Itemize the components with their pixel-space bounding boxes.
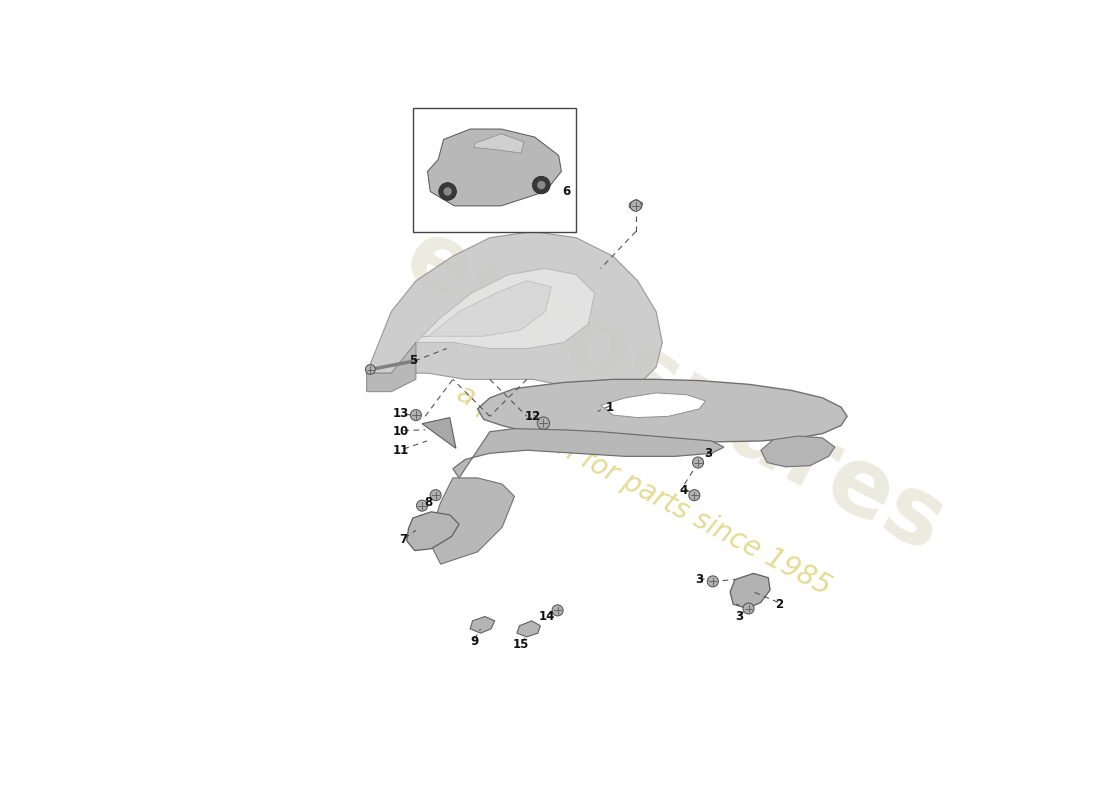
- Circle shape: [630, 200, 641, 211]
- Text: 15: 15: [513, 638, 529, 650]
- Text: 8: 8: [425, 496, 432, 509]
- Circle shape: [443, 187, 452, 196]
- Circle shape: [693, 457, 704, 468]
- Polygon shape: [407, 512, 459, 550]
- Polygon shape: [428, 478, 515, 564]
- Circle shape: [417, 500, 428, 511]
- Circle shape: [537, 417, 550, 430]
- Text: 7: 7: [399, 533, 408, 546]
- Text: 6: 6: [563, 185, 571, 198]
- Circle shape: [707, 576, 718, 587]
- Circle shape: [410, 410, 421, 421]
- Text: 3: 3: [735, 610, 744, 623]
- Text: eurospares: eurospares: [389, 211, 960, 573]
- Polygon shape: [730, 574, 770, 609]
- Circle shape: [742, 603, 755, 614]
- Text: 10: 10: [393, 426, 408, 438]
- Polygon shape: [477, 379, 847, 442]
- Text: 1: 1: [606, 401, 614, 414]
- Text: 13: 13: [393, 406, 408, 420]
- Polygon shape: [366, 342, 416, 392]
- Polygon shape: [422, 281, 551, 336]
- Polygon shape: [761, 436, 835, 467]
- Circle shape: [689, 490, 700, 501]
- Polygon shape: [366, 231, 662, 392]
- Bar: [412, 108, 576, 231]
- Polygon shape: [588, 379, 662, 454]
- Text: 12: 12: [525, 410, 541, 423]
- Circle shape: [552, 605, 563, 616]
- Text: 2: 2: [776, 598, 783, 610]
- Polygon shape: [470, 617, 495, 633]
- Polygon shape: [601, 393, 705, 418]
- Polygon shape: [416, 269, 594, 349]
- Polygon shape: [453, 429, 724, 478]
- Circle shape: [439, 182, 456, 200]
- Polygon shape: [517, 621, 540, 637]
- Circle shape: [532, 176, 550, 194]
- Text: 4: 4: [680, 484, 688, 497]
- Circle shape: [537, 181, 546, 190]
- Text: 5: 5: [409, 354, 417, 367]
- Text: 11: 11: [393, 444, 408, 457]
- Text: 9: 9: [471, 634, 478, 648]
- Text: 14: 14: [538, 610, 554, 623]
- Polygon shape: [474, 134, 524, 153]
- Polygon shape: [629, 199, 642, 210]
- Polygon shape: [422, 418, 455, 448]
- Circle shape: [430, 490, 441, 501]
- Text: 3: 3: [704, 446, 713, 460]
- Text: a passion for parts since 1985: a passion for parts since 1985: [452, 379, 836, 601]
- Text: 3: 3: [695, 573, 703, 586]
- Circle shape: [365, 365, 375, 374]
- Polygon shape: [428, 129, 561, 206]
